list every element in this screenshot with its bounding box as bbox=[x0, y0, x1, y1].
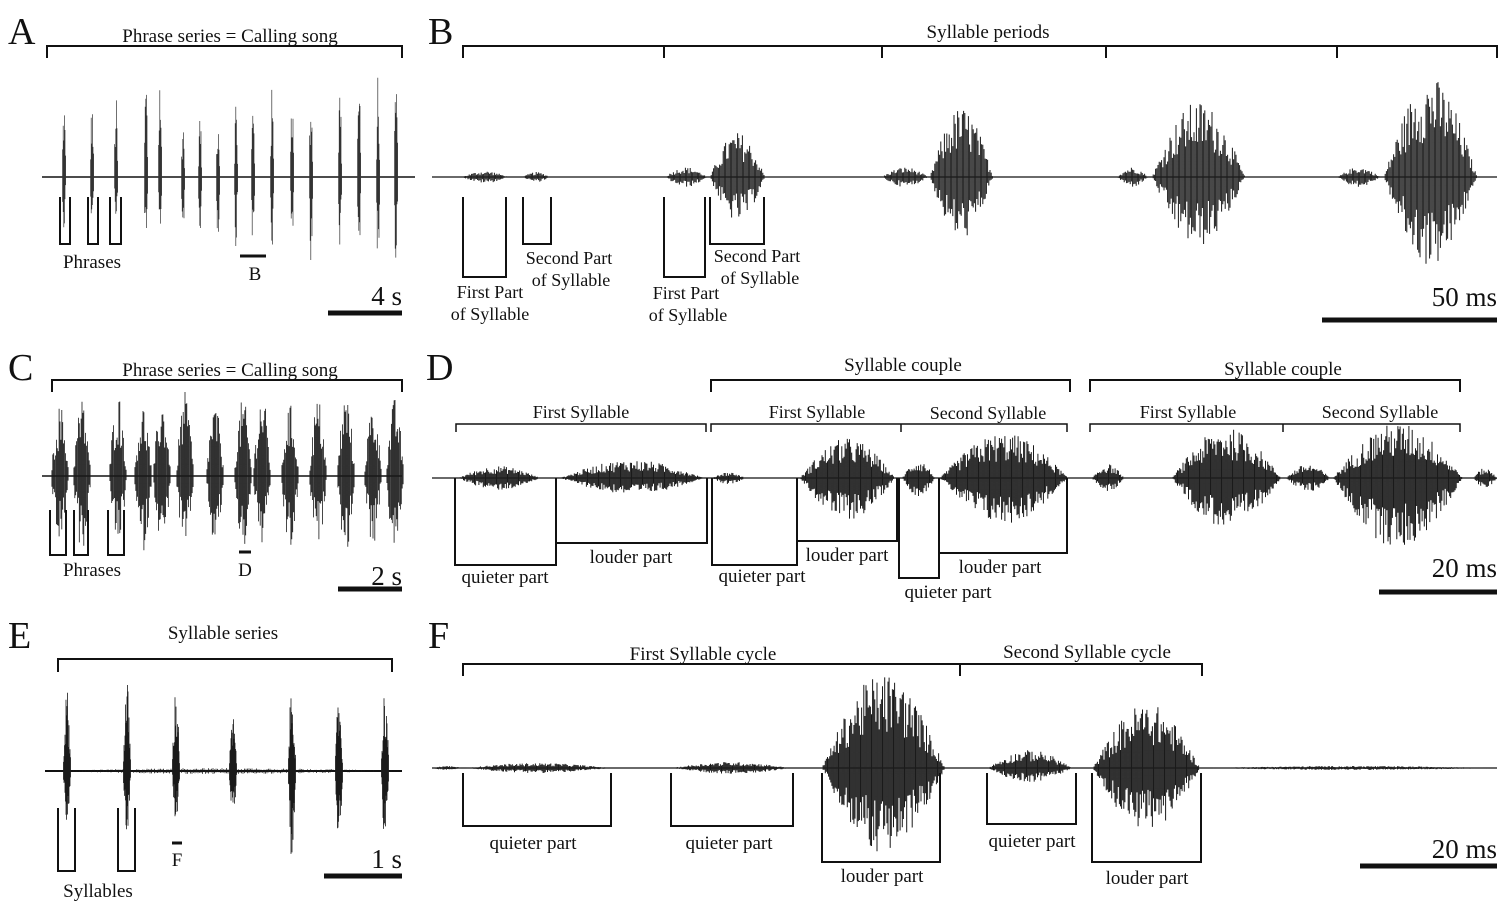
panel-d-louder-bracket-3 bbox=[938, 478, 1068, 554]
panel-e-letter: E bbox=[8, 615, 31, 657]
panel-f-letter: F bbox=[428, 615, 449, 657]
panel-c-letter: C bbox=[8, 347, 33, 389]
panel-b-second-part-line1: Second Part bbox=[526, 248, 612, 268]
panel-f-quieter-label-3: quieter part bbox=[988, 831, 1076, 852]
panel-f-quieter-bracket-1 bbox=[462, 773, 612, 827]
panel-c-scale-label: 2 s bbox=[371, 561, 402, 591]
panel-d-louder-bracket-1 bbox=[555, 478, 708, 544]
panel-b-scale-label: 50 ms bbox=[1432, 282, 1497, 312]
panel-d-quieter-label-1: quieter part bbox=[461, 567, 549, 588]
panel-a-waveform bbox=[62, 77, 398, 260]
panel-d-first-syllable-2: First Syllable bbox=[769, 402, 866, 422]
panel-d-syllable-bracket-3 bbox=[1089, 423, 1461, 432]
panel-f-quieter-label-1: quieter part bbox=[489, 833, 577, 854]
panel-b-first-part-line2: of Syllable bbox=[451, 304, 530, 324]
waveform-trace bbox=[462, 82, 1477, 264]
panel-d-quieter-bracket-1 bbox=[454, 478, 557, 566]
panel-d-second-syllable-2: Second Syllable bbox=[930, 403, 1046, 423]
panel-d-louder-label-2: louder part bbox=[806, 545, 890, 566]
panel-f-quieter-label-2: quieter part bbox=[685, 833, 773, 854]
panel-a-letter: A bbox=[8, 11, 36, 53]
panel-d-syllable-bracket-2 bbox=[710, 423, 1068, 432]
panel-c-top-label: Phrase series = Calling song bbox=[122, 360, 338, 381]
panel-d-first-syllable-3: First Syllable bbox=[1140, 402, 1237, 422]
panel-a-scale-label: 4 s bbox=[371, 281, 402, 311]
panel-e-waveform bbox=[49, 685, 400, 854]
panel-b-first-part-line1: First Part bbox=[457, 282, 524, 302]
panel-d-waveform bbox=[458, 425, 1497, 545]
panel-a-zoom-marker: B bbox=[249, 264, 262, 285]
panel-f-cycle-label-2: Second Syllable cycle bbox=[1003, 642, 1171, 663]
panel-d-louder-label-1: louder part bbox=[590, 547, 674, 568]
panel-c-zoom-marker: D bbox=[238, 560, 252, 581]
panel-b-top-label: Syllable periods bbox=[927, 22, 1050, 43]
panel-d-first-syllable-1: First Syllable bbox=[533, 402, 630, 422]
panel-b-waveform bbox=[462, 82, 1477, 264]
panel-f-quieter-bracket-2 bbox=[670, 773, 794, 827]
panel-d-quieter-label-3: quieter part bbox=[904, 582, 992, 603]
panel-b-first-part-2-line2: of Syllable bbox=[649, 305, 728, 325]
panel-d-quieter-bracket-2 bbox=[711, 478, 798, 566]
panel-d-syllable-bracket-1 bbox=[455, 423, 707, 432]
panel-e-zoom-marker: F bbox=[172, 850, 183, 871]
panel-c-waveform bbox=[51, 392, 404, 551]
panel-b-letter: B bbox=[428, 11, 453, 53]
panel-d-second-syllable-3: Second Syllable bbox=[1322, 402, 1438, 422]
panel-f-louder-bracket-2 bbox=[1091, 773, 1202, 863]
panel-a: A Phrase series = Calling song Phrases B… bbox=[8, 11, 415, 316]
panel-e-unit-label: Syllables bbox=[63, 881, 133, 902]
panel-c-phrase-brackets bbox=[49, 510, 125, 556]
panel-e-syllable-brackets bbox=[57, 808, 136, 872]
panel-d: D Syllable couple Syllable couple First … bbox=[426, 347, 1497, 603]
panel-f: F First Syllable cycle Second Syllable c… bbox=[428, 615, 1497, 889]
waveform-trace bbox=[49, 685, 400, 854]
waveform-trace bbox=[62, 77, 398, 260]
panel-d-couple-bracket-1 bbox=[710, 379, 1071, 392]
panel-d-letter: D bbox=[426, 347, 453, 389]
panel-b-period-brackets bbox=[462, 45, 1498, 58]
panel-e-top-bracket bbox=[57, 658, 393, 672]
panel-f-louder-bracket-1 bbox=[821, 773, 941, 863]
panel-b-second-part-2-line2: of Syllable bbox=[721, 268, 800, 288]
panel-b: B Syllable periods First Part of Syllabl… bbox=[428, 11, 1498, 325]
panel-b-second-part-line2: of Syllable bbox=[532, 270, 611, 290]
panel-e-scale-label: 1 s bbox=[371, 844, 402, 874]
panel-b-first-part-2-line1: First Part bbox=[653, 283, 720, 303]
panel-c: C Phrase series = Calling song Phrases D… bbox=[8, 347, 404, 592]
panel-e: E Syllable series Syllables F 1 s bbox=[8, 615, 402, 902]
panel-a-unit-label: Phrases bbox=[63, 252, 121, 273]
panel-b-second-part-2-line1: Second Part bbox=[714, 246, 800, 266]
panel-b-second-part-bracket bbox=[522, 197, 552, 245]
panel-f-louder-label-1: louder part bbox=[841, 866, 925, 887]
panel-c-unit-label: Phrases bbox=[63, 560, 121, 581]
panel-f-cycle-bracket bbox=[462, 663, 1203, 676]
panel-c-top-bracket bbox=[51, 379, 403, 392]
panel-a-phrase-brackets bbox=[59, 197, 122, 245]
panel-e-top-label: Syllable series bbox=[168, 623, 278, 644]
panel-d-scale-label: 20 ms bbox=[1432, 553, 1497, 583]
panel-f-scale-label: 20 ms bbox=[1432, 834, 1497, 864]
panel-d-couple-label-2: Syllable couple bbox=[1224, 359, 1342, 380]
panel-b-first-part-bracket bbox=[462, 197, 507, 278]
panel-d-louder-bracket-2 bbox=[796, 478, 898, 542]
panel-d-couple-label-1: Syllable couple bbox=[844, 355, 962, 376]
panel-d-couple-bracket-2 bbox=[1089, 379, 1461, 392]
panel-a-top-bracket bbox=[46, 45, 403, 58]
panel-d-louder-label-3: louder part bbox=[959, 557, 1043, 578]
waveform-trace bbox=[458, 425, 1497, 545]
panel-f-cycle-label-1: First Syllable cycle bbox=[630, 644, 777, 665]
panel-b-first-part-bracket-2 bbox=[663, 197, 706, 278]
panel-b-second-part-bracket-2 bbox=[709, 197, 765, 245]
panel-a-top-label: Phrase series = Calling song bbox=[122, 26, 338, 47]
panel-f-louder-label-2: louder part bbox=[1106, 868, 1190, 889]
waveform-trace bbox=[51, 392, 404, 551]
panel-d-quieter-label-2: quieter part bbox=[718, 566, 806, 587]
panel-f-quieter-bracket-3 bbox=[986, 773, 1077, 825]
